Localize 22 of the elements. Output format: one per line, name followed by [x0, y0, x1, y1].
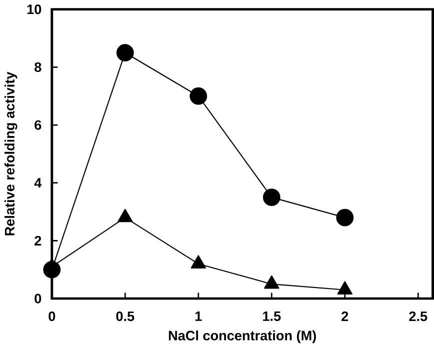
x-tick-label: 0.5 [116, 312, 134, 322]
x-tick-label: 2 [342, 312, 348, 322]
y-tick-label: 2 [34, 236, 42, 246]
y-tick-label: 4 [34, 178, 42, 188]
y-tick-label: 8 [34, 62, 42, 72]
point [337, 281, 352, 295]
point [264, 276, 280, 289]
point [116, 44, 134, 62]
y-tick-label: 0 [34, 294, 42, 304]
x-tick-label: 2.5 [409, 312, 428, 322]
point [336, 209, 354, 226]
x-tick-label: 1 [195, 312, 202, 322]
point [190, 88, 208, 105]
point [262, 188, 280, 206]
point [190, 255, 206, 269]
y-axis-title: Relative refolding activity [4, 72, 18, 236]
x-tick-label: 1.5 [263, 312, 281, 322]
x-tick-label: 0 [48, 312, 56, 322]
x-axis-title: NaCl concentration (M) [168, 330, 316, 344]
y-tick-label: 6 [34, 120, 42, 130]
y-tick-label: 10 [27, 4, 42, 14]
point [118, 209, 133, 222]
